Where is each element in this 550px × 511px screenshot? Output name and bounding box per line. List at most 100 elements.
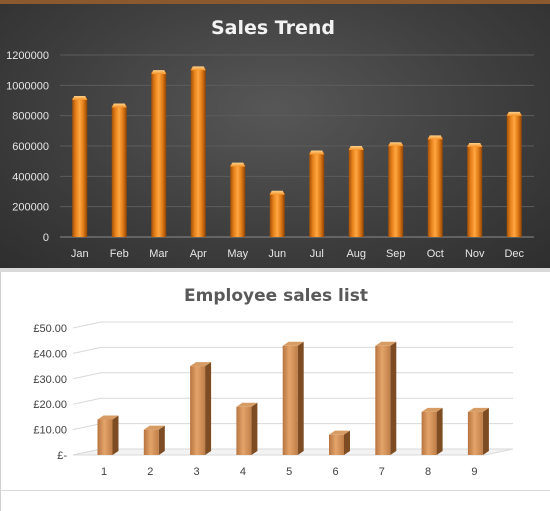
bar-cap	[72, 95, 88, 100]
bar	[329, 430, 350, 455]
y-tick-label: 1200000	[6, 50, 49, 62]
bar-cap	[269, 190, 285, 195]
y-tick-label: £20.00	[33, 399, 67, 411]
bar	[230, 164, 246, 237]
x-tick-label: 1	[101, 466, 107, 478]
x-tick-label: Dec	[504, 248, 524, 260]
bar-side	[482, 407, 489, 455]
y-tick-label: 400000	[12, 171, 49, 183]
x-tick-label: Oct	[427, 248, 444, 260]
x-tick-label: Nov	[465, 248, 485, 260]
bar-top	[143, 425, 165, 430]
x-tick-label: Feb	[110, 248, 129, 260]
top-border	[0, 0, 550, 4]
bar	[375, 341, 397, 455]
x-tick-label: 4	[240, 466, 246, 478]
x-tick-label: 5	[286, 466, 292, 478]
bar	[190, 362, 212, 455]
bar	[309, 152, 325, 237]
x-tick-label: 9	[471, 466, 477, 478]
x-tick-label: Sep	[386, 248, 406, 260]
bar-side	[390, 341, 397, 455]
bar-top	[236, 402, 258, 407]
bar-side	[297, 341, 304, 455]
bar-top	[375, 341, 397, 346]
bar-front	[329, 434, 344, 455]
bar-front	[236, 406, 252, 455]
chart-title: Employee sales list	[184, 286, 368, 306]
bar	[282, 341, 304, 455]
bar-cap	[309, 150, 325, 155]
x-tick-label: Mar	[149, 248, 168, 260]
bar-top	[97, 415, 119, 420]
bar	[467, 144, 483, 237]
bar-cap	[151, 70, 167, 75]
bar-top	[190, 362, 212, 367]
x-tick-label: Jan	[71, 248, 89, 260]
bar-front	[97, 419, 113, 455]
bar-cap	[506, 111, 522, 116]
bar-side	[158, 425, 165, 455]
bar-front	[282, 345, 298, 455]
x-tick-label: 8	[425, 466, 431, 478]
bar	[421, 407, 443, 455]
bar-front	[421, 411, 437, 455]
bar-cap	[230, 162, 246, 167]
y-tick-label: 0	[43, 232, 49, 244]
x-tick-label: 6	[332, 466, 338, 478]
bar	[506, 113, 522, 237]
bar-side	[205, 362, 212, 455]
bar-cap	[388, 142, 404, 147]
chart-title: Sales Trend	[211, 17, 335, 39]
bar-cap	[467, 142, 483, 147]
sales-trend-chart: Sales Trend 0 200000 400000 600000 800000 100…	[0, 4, 550, 268]
x-tick-label: Aug	[346, 248, 366, 260]
chart-divider	[0, 268, 550, 272]
bar-cap	[190, 66, 206, 71]
bar-front	[190, 366, 206, 455]
bar-cap	[348, 146, 364, 150]
gridline	[72, 321, 513, 329]
y-tick-label: 800000	[12, 111, 49, 123]
bar	[467, 407, 489, 455]
bar-side	[112, 415, 119, 455]
bar-top	[329, 430, 350, 435]
bar-top	[467, 407, 489, 412]
bar	[143, 425, 165, 455]
employee-sales-svg: Employee sales list £- £10.00 £20.00 £30.00…	[33, 286, 514, 478]
x-tick-label: 3	[194, 466, 200, 478]
x-tick-label: Jun	[268, 248, 286, 260]
y-tick-label: £40.00	[33, 348, 67, 360]
bar	[97, 415, 119, 455]
y-tick-label: £30.00	[33, 374, 67, 386]
y-tick-label: 1000000	[6, 80, 49, 92]
employee-sales-chart: Employee sales list £- £10.00 £20.00 £30.00…	[0, 272, 550, 511]
y-tick-label: 600000	[12, 141, 49, 153]
y-tick-label: £50.00	[33, 323, 67, 335]
bottom-border	[0, 490, 550, 491]
y-tick-label: 200000	[12, 202, 49, 214]
sales-trend-svg: Sales Trend 0 200000 400000 600000 800000 100…	[6, 17, 534, 260]
bar	[388, 144, 404, 237]
bar-side	[344, 430, 350, 455]
bar-front	[143, 429, 159, 455]
y-tick-label: £10.00	[33, 425, 67, 437]
bar-side	[436, 407, 443, 455]
bar-top	[421, 407, 443, 412]
x-tick-label: Apr	[190, 248, 207, 260]
bar	[111, 105, 127, 238]
bar	[236, 402, 258, 455]
bar	[190, 68, 206, 237]
bar-top	[282, 341, 304, 346]
bar-side	[251, 402, 258, 455]
bar-cap	[427, 135, 443, 140]
bar	[348, 148, 364, 237]
x-tick-label: 7	[379, 466, 385, 478]
bar	[269, 192, 285, 237]
x-tick-label: Jul	[310, 248, 324, 260]
bar	[72, 97, 88, 237]
bar	[427, 137, 443, 237]
bar	[151, 72, 167, 238]
x-tick-label: 2	[147, 466, 153, 478]
x-tick-label: May	[227, 248, 248, 260]
